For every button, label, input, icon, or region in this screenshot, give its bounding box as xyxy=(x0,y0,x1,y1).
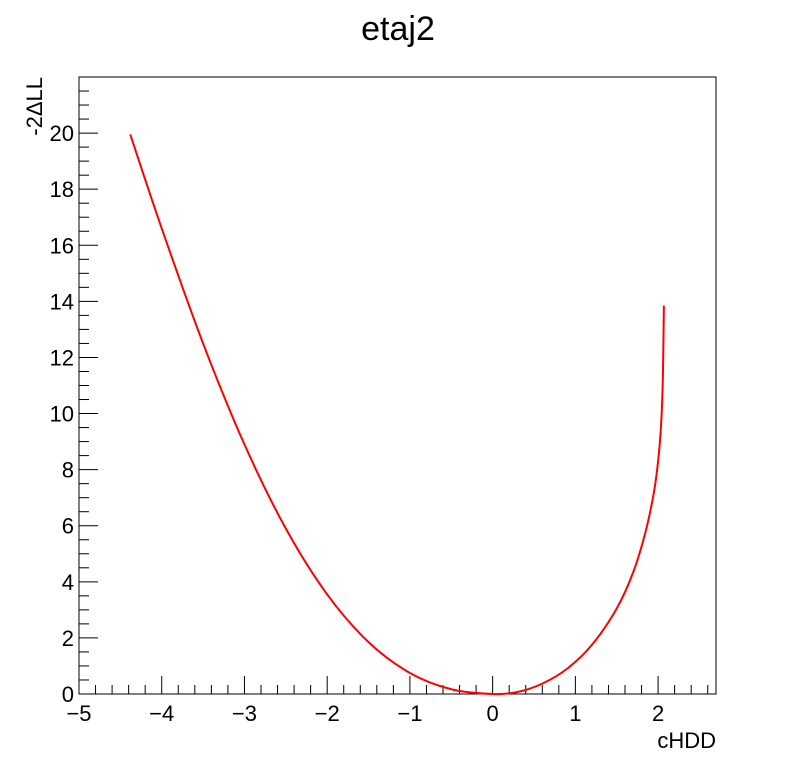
x-axis-title: cHDD xyxy=(657,728,716,753)
x-axis-ticks xyxy=(78,676,709,694)
x-tick-label: 0 xyxy=(487,701,499,726)
x-tick-label: 1 xyxy=(569,701,581,726)
y-tick-label: 16 xyxy=(50,233,74,258)
y-tick-label: 20 xyxy=(50,121,74,146)
x-tick-label: −4 xyxy=(149,701,174,726)
y-tick-label: 6 xyxy=(62,514,74,539)
y-tick-label: 2 xyxy=(62,626,74,651)
y-tick-label: 8 xyxy=(62,458,74,483)
x-tick-label: −3 xyxy=(232,701,257,726)
series-line xyxy=(129,134,665,696)
y-tick-label: 10 xyxy=(50,402,74,427)
y-tick-label: 14 xyxy=(50,289,74,314)
y-axis-ticks xyxy=(79,90,98,695)
y-tick-label: 0 xyxy=(62,682,74,707)
y-tick-label: 12 xyxy=(50,345,74,370)
y-axis-tick-labels: 0 2 4 6 8 10 12 14 16 18 20 xyxy=(50,121,74,707)
x-axis-tick-labels: −5 −4 −3 −2 −1 0 1 2 xyxy=(66,701,664,726)
y-tick-label: 4 xyxy=(62,570,74,595)
x-tick-label: −2 xyxy=(315,701,340,726)
chart-title: etaj2 xyxy=(361,10,435,48)
x-tick-label: −5 xyxy=(66,701,91,726)
y-axis-title: -2ΔLL xyxy=(22,77,47,136)
x-tick-label: 2 xyxy=(652,701,664,726)
y-tick-label: 18 xyxy=(50,177,74,202)
x-tick-label: −1 xyxy=(397,701,422,726)
series-layer xyxy=(129,134,665,696)
